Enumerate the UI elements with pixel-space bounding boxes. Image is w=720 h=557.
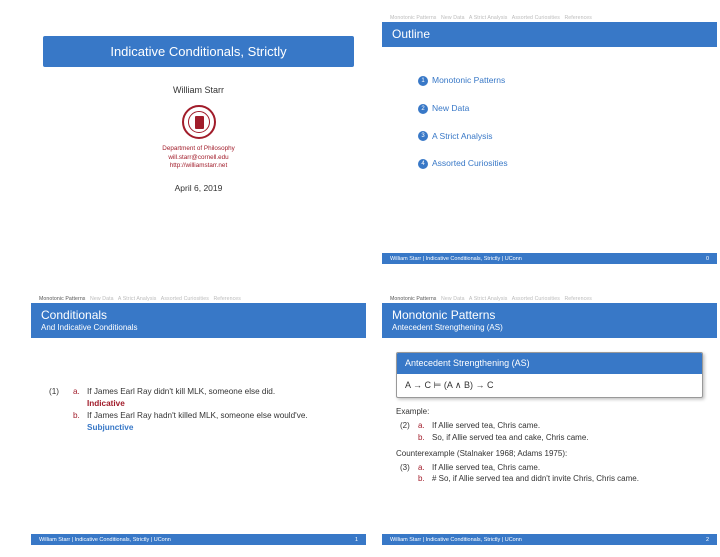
footer-text: William Starr | Indicative Conditionals,… (39, 537, 171, 543)
slide-title-text: Conditionals (41, 308, 356, 322)
page-number: 2 (706, 537, 709, 543)
slide-footer: William Starr | Indicative Conditionals,… (31, 534, 366, 545)
example-number: (3) (396, 462, 418, 473)
example-text: If James Earl Ray didn't kill MLK, someo… (87, 386, 348, 410)
example-text: # So, if Allie served tea and didn't inv… (432, 473, 703, 484)
slide-header: Monotonic Patterns Antecedent Strengthen… (382, 303, 717, 338)
example-letter: b. (73, 410, 87, 434)
slide-title-text: Monotonic Patterns (392, 308, 707, 322)
box-title: Antecedent Strengthening (AS) (397, 353, 702, 374)
example-number: (1) (49, 386, 73, 410)
bullet-number-icon: 2 (418, 104, 428, 114)
example-letter: a. (418, 462, 432, 473)
slide-title-text: Outline (392, 27, 707, 41)
slide-title: Indicative Conditionals, Strictly Willia… (31, 24, 366, 276)
outline-item: 3A Strict Analysis (418, 131, 693, 142)
nav-sections: Monotonic Patterns New Data A Strict Ana… (382, 293, 717, 303)
keyword-indicative: Indicative (87, 399, 125, 408)
example-number: (2) (396, 420, 418, 431)
slide-footer: William Starr | Indicative Conditionals,… (382, 253, 717, 264)
example-letter: a. (418, 420, 432, 431)
outline-item: 2New Data (418, 103, 693, 114)
slide-header: Outline (382, 22, 717, 47)
example-text: So, if Allie served tea and cake, Chris … (432, 432, 703, 443)
email: will.starr@cornell.edu (31, 154, 366, 163)
slide-footer: William Starr | Indicative Conditionals,… (382, 534, 717, 545)
slide-monotonic: Monotonic Patterns New Data A Strict Ana… (382, 293, 717, 545)
author-name: William Starr (31, 85, 366, 95)
slide-outline: Monotonic Patterns New Data A Strict Ana… (382, 12, 717, 264)
keyword-subjunctive: Subjunctive (87, 423, 133, 432)
slide-subtitle-text: Antecedent Strengthening (AS) (392, 323, 707, 332)
slide-body: (1) a. If James Earl Ray didn't kill MLK… (31, 338, 366, 434)
example-letter: b. (418, 473, 432, 484)
affiliation: Department of Philosophy will.starr@corn… (31, 145, 366, 171)
example-letter: a. (73, 386, 87, 410)
example-text: If Allie served tea, Chris came. (432, 462, 703, 473)
bullet-number-icon: 1 (418, 76, 428, 86)
example-text: If Allie served tea, Chris came. (432, 420, 703, 431)
counterexample-label: Counterexample (Stalnaker 1968; Adams 19… (396, 448, 703, 459)
nav-sections: Monotonic Patterns New Data A Strict Ana… (31, 293, 366, 303)
example-text: If James Earl Ray hadn't killed MLK, som… (87, 410, 348, 434)
presentation-title: Indicative Conditionals, Strictly (43, 36, 354, 67)
footer-text: William Starr | Indicative Conditionals,… (390, 256, 522, 262)
footer-text: William Starr | Indicative Conditionals,… (390, 537, 522, 543)
slide-conditionals: Monotonic Patterns New Data A Strict Ana… (31, 293, 366, 545)
box-formula: A → C ⊨ (A ∧ B) → C (397, 374, 702, 398)
bullet-number-icon: 4 (418, 159, 428, 169)
department: Department of Philosophy (31, 145, 366, 154)
slide-subtitle-text: And Indicative Conditionals (41, 323, 356, 332)
outline-list: 1Monotonic Patterns 2New Data 3A Strict … (382, 47, 717, 169)
website: http://williamstarr.net (31, 162, 366, 171)
slide-body: Antecedent Strengthening (AS) A → C ⊨ (A… (382, 338, 717, 484)
outline-item: 4Assorted Curiosities (418, 158, 693, 169)
example-letter: b. (418, 432, 432, 443)
definition-box: Antecedent Strengthening (AS) A → C ⊨ (A… (396, 352, 703, 398)
example-label: Example: (396, 406, 703, 417)
slide-header: Conditionals And Indicative Conditionals (31, 303, 366, 338)
page-number: 1 (355, 537, 358, 543)
page-number: 0 (706, 256, 709, 262)
presentation-date: April 6, 2019 (31, 183, 366, 193)
nav-sections: Monotonic Patterns New Data A Strict Ana… (382, 12, 717, 22)
bullet-number-icon: 3 (418, 131, 428, 141)
university-seal-icon (182, 105, 216, 139)
outline-item: 1Monotonic Patterns (418, 75, 693, 86)
